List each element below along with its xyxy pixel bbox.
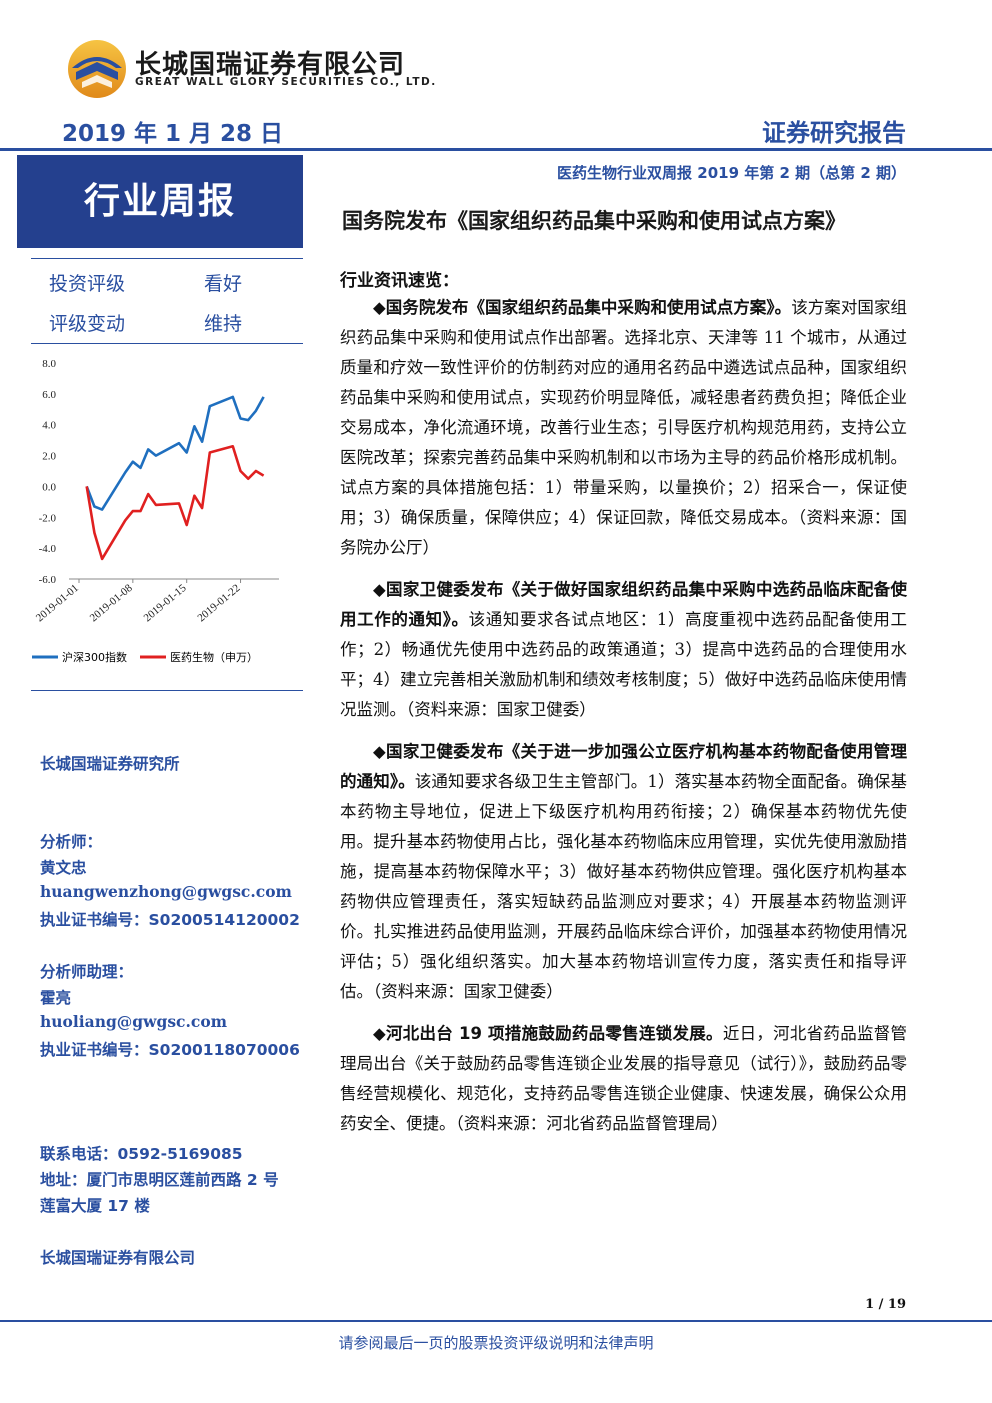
news-item: ◆国家卫健委发布《关于做好国家组织药品集中采购中选药品临床配备使用工作的通知》。…: [340, 575, 907, 725]
legend-label: 医药生物（申万）: [170, 650, 258, 664]
y-tick-label: -2.0: [39, 512, 57, 524]
footer-rule: [0, 1320, 992, 1322]
y-tick-label: 4.0: [42, 420, 56, 432]
headline: 国务院发布《国家组织药品集中采购和使用试点方案》: [342, 209, 846, 233]
contact-address-1: 地址：厦门市思明区莲前西路 2 号: [40, 1171, 279, 1189]
rating-change-label: 评级变动: [49, 313, 126, 335]
y-tick-label: -6.0: [39, 574, 57, 586]
rating-label: 投资评级: [49, 273, 126, 295]
company-name-en: GREAT WALL GLORY SECURITIES CO., LTD.: [135, 76, 437, 88]
news-list: ◆国务院发布《国家组织药品集中采购和使用试点方案》。该方案对国家组织药品集中采购…: [340, 293, 907, 1139]
news-item: ◆国务院发布《国家组织药品集中采购和使用试点方案》。该方案对国家组织药品集中采购…: [340, 293, 907, 563]
news-item-body: 该方案对国家组织药品集中采购和使用试点作出部署。选择北京、天津等 11 个城市，…: [340, 298, 907, 557]
footer-disclaimer: 请参阅最后一页的股票投资评级说明和法律声明: [338, 1334, 654, 1352]
y-tick-label: 0.0: [42, 481, 56, 493]
news-item: ◆河北出台 19 项措施鼓励药品零售连锁发展。近日，河北省药品监督管理局出台《关…: [340, 1019, 907, 1139]
rating-box: 投资评级 看好 评级变动 维持: [31, 258, 303, 344]
contact-address-2: 莲富大厦 17 楼: [40, 1197, 150, 1215]
y-tick-label: -4.0: [39, 543, 57, 555]
analyst-name: 黄文忠: [40, 859, 87, 877]
x-tick-label: 2019-01-15: [142, 582, 189, 625]
rating-value: 看好: [204, 273, 243, 295]
rating-change-value: 维持: [204, 313, 243, 335]
news-item-title: ◆国务院发布《国家组织药品集中采购和使用试点方案》。: [373, 298, 792, 317]
weekly-box: 行业周报: [17, 155, 303, 248]
y-tick-label: 2.0: [42, 451, 56, 463]
y-tick-label: 6.0: [42, 389, 56, 401]
analyst-cert: 执业证书编号：S0200514120002: [40, 911, 300, 929]
news-item-title: ◆河北出台 19 项措施鼓励药品零售连锁发展。: [373, 1024, 723, 1043]
header-rule: [0, 148, 992, 151]
news-item: ◆国家卫健委发布《关于进一步加强公立医疗机构基本药物配备使用管理的通知》。该通知…: [340, 737, 907, 1007]
x-tick-label: 2019-01-22: [195, 582, 242, 624]
news-item-body: 该通知要求各试点地区：1）高度重视中选药品配备使用工作；2）畅通优先使用中选药品…: [340, 610, 908, 719]
analyst-label: 分析师：: [40, 833, 103, 851]
assistant-cert: 执业证书编号：S0200118070006: [40, 1041, 300, 1059]
report-date: 2019 年 1 月 28 日: [62, 121, 284, 147]
logo-emblem-icon: [68, 40, 126, 98]
issue-line: 医药生物行业双周报 2019 年第 2 期（总第 2 期）: [557, 164, 906, 182]
news-item-title: ◆国家卫健委发布《关于做好国家组织药品集中采购中选药品临床配备使用工作的通知》。: [340, 580, 907, 629]
company-logo: [66, 38, 128, 100]
performance-chart: 8.06.04.02.00.0-2.0-4.0-6.0 2019-01-01 20…: [32, 358, 279, 664]
news-item-body: 近日，河北省药品监督管理局出台《关于鼓励药品零售连锁企业发展的指导意见（试行）》…: [340, 1024, 908, 1133]
page-number: 1 / 19: [865, 1297, 906, 1312]
series-line-hs300: [85, 395, 265, 511]
series-line-pharma: [85, 445, 265, 561]
legend-label: 沪深300指数: [62, 650, 127, 664]
chart-bottom-rule: [31, 690, 303, 691]
assistant-email[interactable]: huoliang@gwgsc.com: [40, 1012, 228, 1031]
news-item-title: ◆国家卫健委发布《关于进一步加强公立医疗机构基本药物配备使用管理的通知》。: [340, 742, 907, 791]
analyst-email[interactable]: huangwenzhong@gwgsc.com: [40, 882, 292, 901]
news-item-body: 该通知要求各级卫生主管部门。1）落实基本药物全面配备。确保基本药物主导地位，促进…: [340, 772, 908, 1001]
institute-name: 长城国瑞证券研究所: [40, 755, 180, 773]
x-tick-label: 2019-01-01: [34, 582, 81, 624]
contact-phone: 联系电话：0592-5169085: [40, 1145, 243, 1163]
x-tick-label: 2019-01-08: [88, 582, 135, 625]
company-name-cn: 长城国瑞证券有限公司: [135, 50, 406, 80]
assistant-label: 分析师助理：: [40, 963, 134, 981]
sidebar-company: 长城国瑞证券有限公司: [40, 1249, 196, 1267]
assistant-name: 霍亮: [40, 989, 72, 1007]
y-tick-label: 8.0: [42, 358, 56, 370]
section-title: 行业资讯速览：: [340, 271, 459, 291]
report-type: 证券研究报告: [762, 119, 906, 147]
